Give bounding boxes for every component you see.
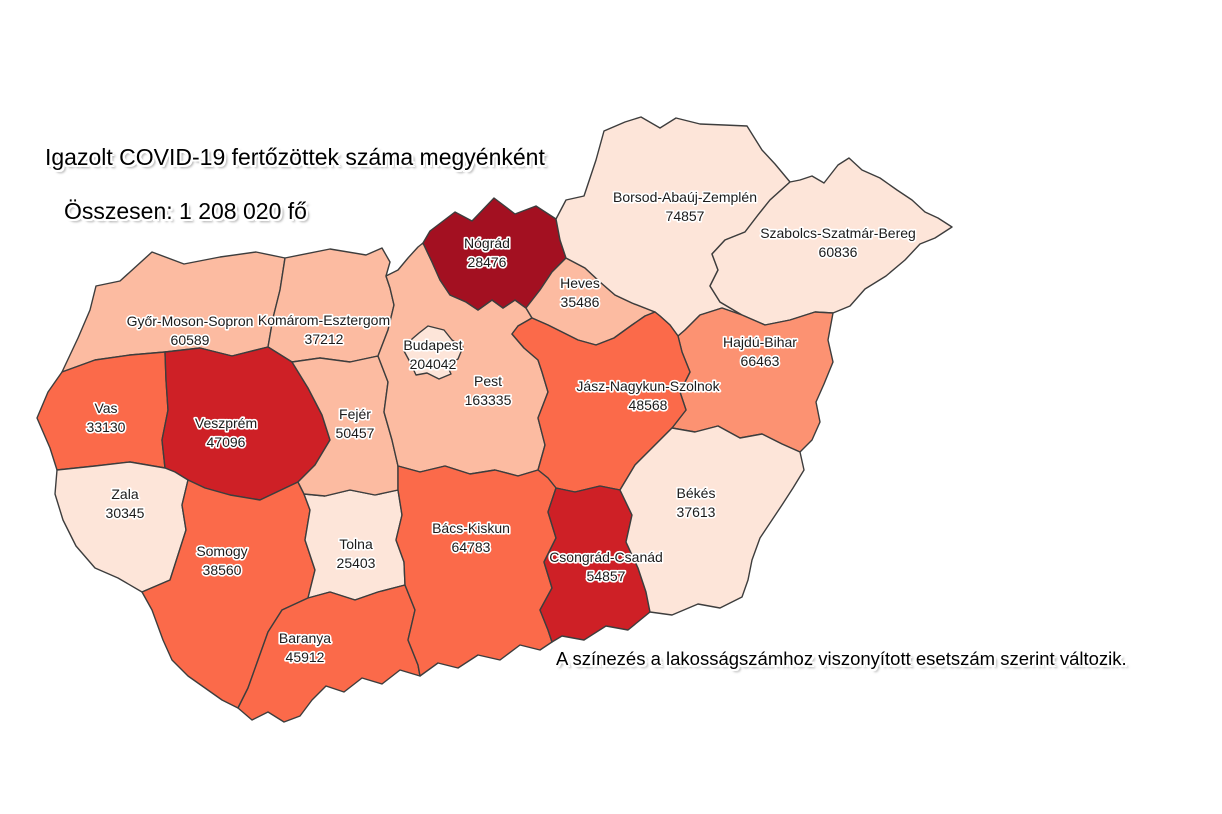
county-value-label-nograd: 28476 xyxy=(468,254,507,270)
county-value-label-bekes: 37613 xyxy=(677,504,716,520)
county-value-label-pest: 163335 xyxy=(465,392,512,408)
county-value-label-zala: 30345 xyxy=(106,505,145,521)
county-name-label-gyor-moson-sopron: Győr-Moson-Sopron xyxy=(127,313,254,329)
county-name-label-veszprem: Veszprém xyxy=(195,415,257,431)
county-name-label-bekes: Békés xyxy=(677,485,716,501)
county-name-label-borsod-abauj-zemplen: Borsod-Abaúj-Zemplén xyxy=(613,189,757,205)
county-name-label-somogy: Somogy xyxy=(196,543,247,559)
county-value-label-heves: 35486 xyxy=(561,294,600,310)
county-name-label-budapest: Budapest xyxy=(403,337,462,353)
county-value-label-csongrad-csanad: 54857 xyxy=(587,568,626,584)
county-shape-budapest xyxy=(403,325,464,380)
county-name-label-nograd: Nógrád xyxy=(464,235,510,251)
county-name-label-tolna: Tolna xyxy=(339,536,373,552)
county-shapes xyxy=(36,116,953,723)
county-value-label-fejer: 50457 xyxy=(336,425,375,441)
county-shape-bekes xyxy=(619,425,805,616)
county-name-label-fejer: Fejér xyxy=(339,406,371,422)
county-labels: Győr-Moson-Sopron 60589 Komárom-Esztergom 3… xyxy=(85,187,917,666)
county-name-label-szabolcs-szatmar-bereg: Szabolcs-Szatmár-Bereg xyxy=(760,225,916,241)
county-value-label-borsod-abauj-zemplen: 74857 xyxy=(666,208,705,224)
county-value-label-budapest: 204042 xyxy=(410,356,457,372)
county-value-label-veszprem: 47096 xyxy=(207,434,246,450)
county-value-label-tolna: 25403 xyxy=(337,555,376,571)
county-name-label-hajdu-bihar: Hajdú-Bihar xyxy=(723,334,797,350)
county-value-label-gyor-moson-sopron: 60589 xyxy=(171,332,210,348)
county-name-label-bacs-kiskun: Bács-Kiskun xyxy=(432,520,510,536)
county-name-label-komarom-esztergom: Komárom-Esztergom xyxy=(258,312,390,328)
county-value-label-vas: 33130 xyxy=(87,419,126,435)
color-scale-footnote: A színezés a lakosságszámhoz viszonyítot… xyxy=(556,648,1127,669)
county-value-label-hajdu-bihar: 66463 xyxy=(741,353,780,369)
county-name-label-heves: Heves xyxy=(560,275,600,291)
county-shape-bacs-kiskun xyxy=(395,465,557,677)
county-value-label-baranya: 45912 xyxy=(286,649,325,665)
total-cases-subtitle: Összesen: 1 208 020 fő xyxy=(64,198,307,224)
county-value-label-somogy: 38560 xyxy=(203,562,242,578)
county-value-label-komarom-esztergom: 37212 xyxy=(305,331,344,347)
county-name-label-zala: Zala xyxy=(111,486,138,502)
county-name-label-csongrad-csanad: Csongrád-Csanád xyxy=(549,549,663,565)
county-value-label-szabolcs-szatmar-bereg: 60836 xyxy=(819,244,858,260)
county-value-label-bacs-kiskun: 64783 xyxy=(452,539,491,555)
county-shape-szabolcs-szatmar-bereg xyxy=(709,157,953,326)
county-name-label-baranya: Baranya xyxy=(279,630,331,646)
county-name-label-jasz-nagykun-szolnok: Jász-Nagykun-Szolnok xyxy=(576,378,720,394)
county-name-label-vas: Vas xyxy=(94,400,117,416)
county-shape-zala xyxy=(54,461,189,593)
county-value-label-jasz-nagykun-szolnok: 48568 xyxy=(629,397,668,413)
county-name-label-pest: Pest xyxy=(474,373,502,389)
page-title: Igazolt COVID-19 fertőzöttek száma megyé… xyxy=(45,144,545,170)
